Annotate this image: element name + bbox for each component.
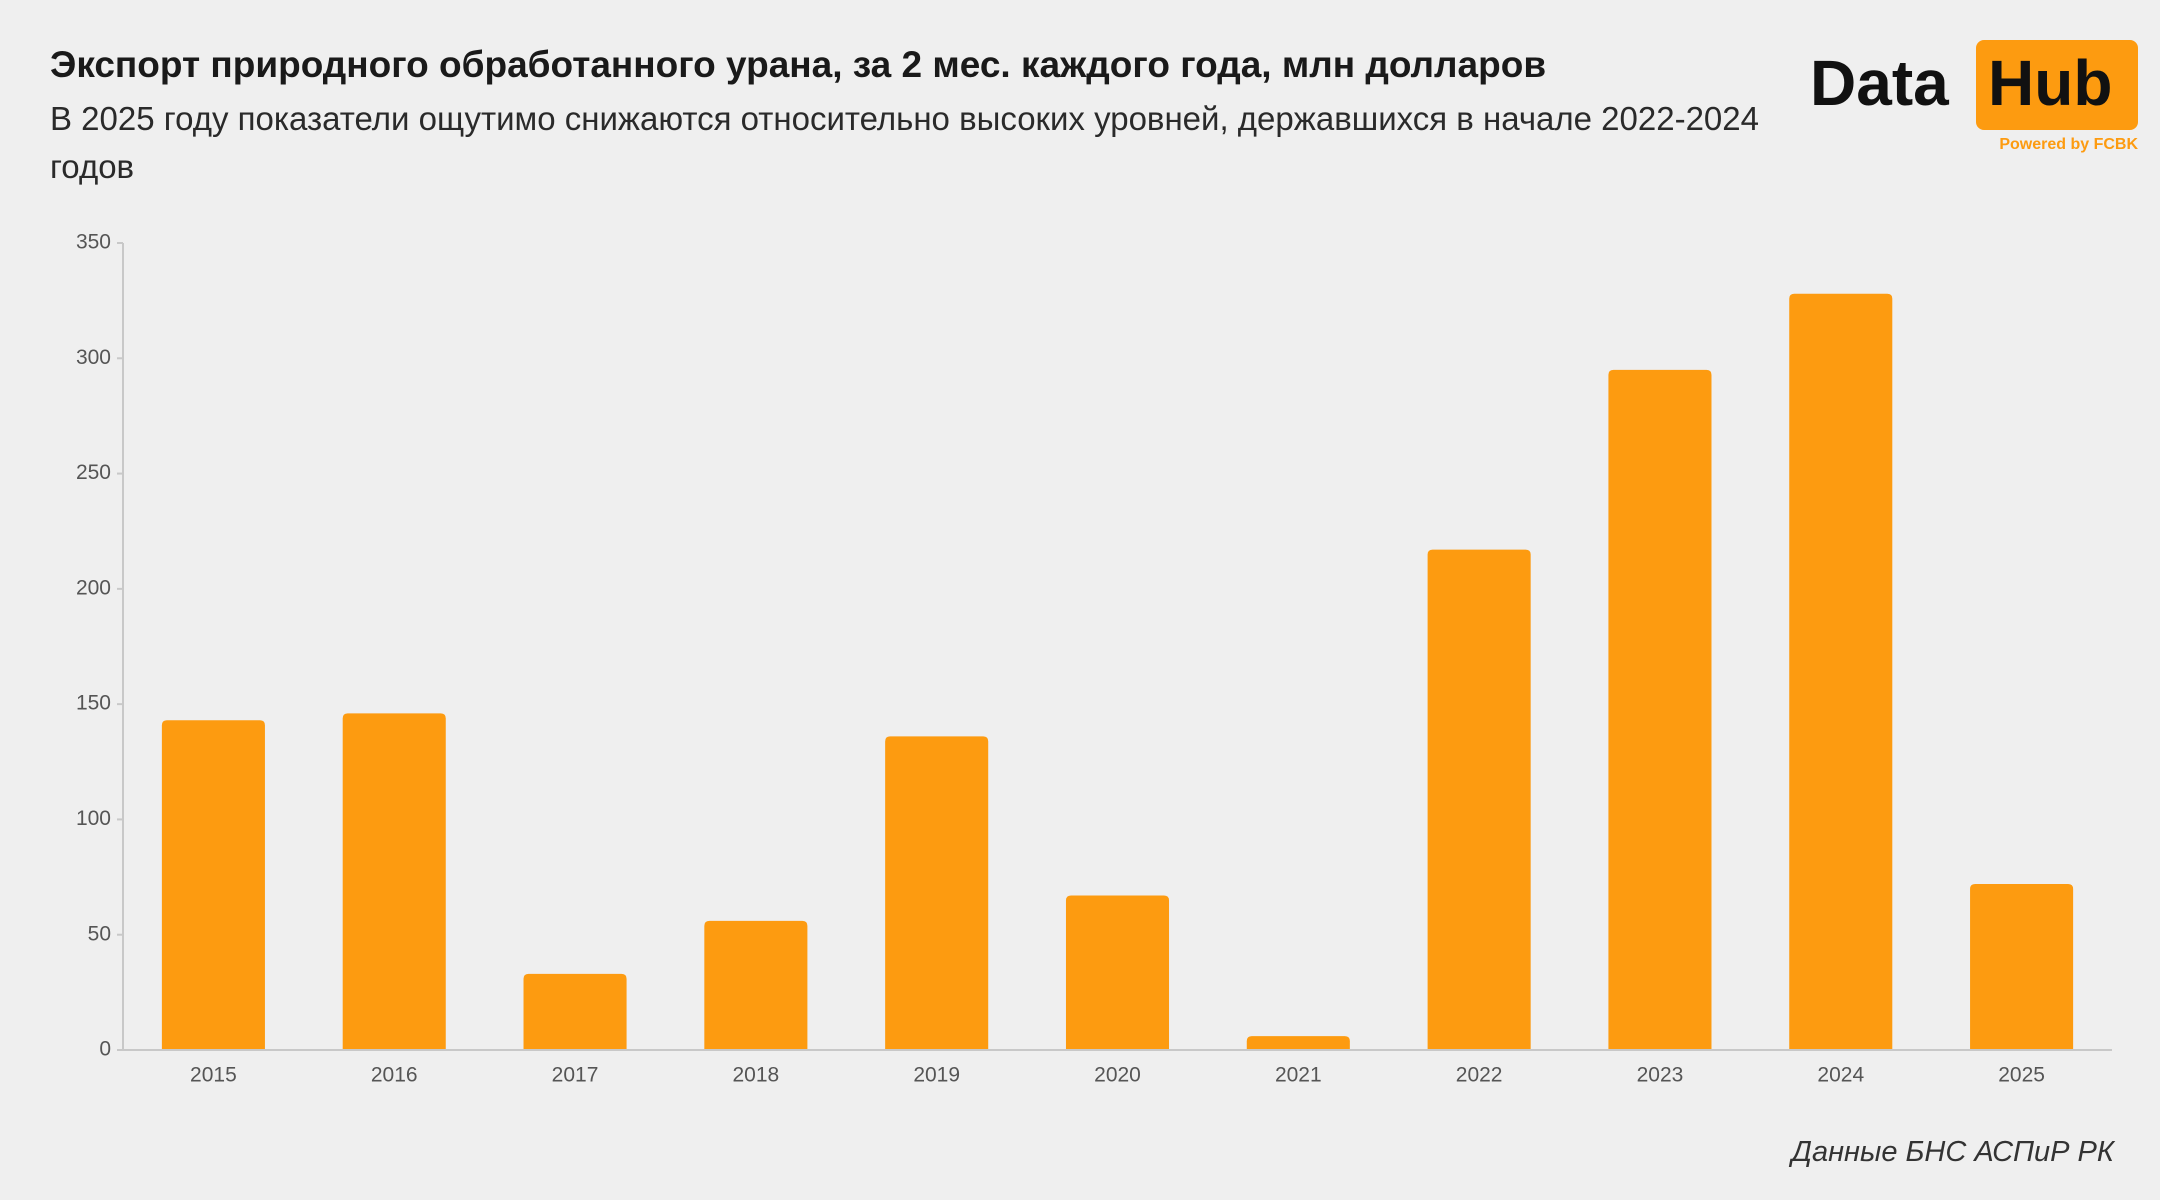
x-tick-label: 2015 [190,1064,237,1087]
bar [704,920,808,1050]
x-tick-label: 2019 [913,1064,960,1087]
x-tick-label: 2016 [371,1064,418,1087]
x-tick-label: 2022 [1456,1064,1503,1087]
y-tick-label: 100 [76,807,111,830]
x-tick-label: 2020 [1094,1064,1141,1087]
bar [1246,1036,1350,1050]
y-tick-label: 300 [76,346,111,369]
x-tick-label: 2024 [1817,1064,1864,1087]
bar [523,973,627,1050]
logo-tagline: Powered by FCBK [1999,136,2138,153]
logo-word: Data [1810,47,1949,119]
bar [1608,369,1712,1050]
x-tick-label: 2017 [552,1064,599,1087]
source-note: Данные БНС АСПиР РК [1791,1136,2114,1168]
bar [885,736,989,1050]
bar [1065,895,1170,1050]
bar [1970,883,2074,1050]
chart-subtitle: В 2025 году показатели ощутимо снижаются… [50,100,1759,185]
bar [1427,549,1531,1050]
y-tick-label: 150 [76,692,111,715]
x-tick-label: 2025 [1998,1064,2045,1087]
bar [161,720,265,1050]
bar [1789,293,1893,1050]
chart-title: Экспорт природного обработанного урана, … [50,44,1547,85]
x-tick-label: 2021 [1275,1064,1322,1087]
y-tick-label: 250 [76,461,111,484]
y-tick-label: 200 [76,576,111,599]
y-tick-label: 350 [76,231,111,254]
x-tick-label: 2023 [1637,1064,1684,1087]
y-tick-label: 0 [99,1038,111,1061]
logo-box [1976,40,2138,130]
bar [342,713,446,1050]
x-tick-label: 2018 [733,1064,780,1087]
logo-word: Hub [1988,47,2113,119]
y-tick-label: 50 [88,922,111,945]
